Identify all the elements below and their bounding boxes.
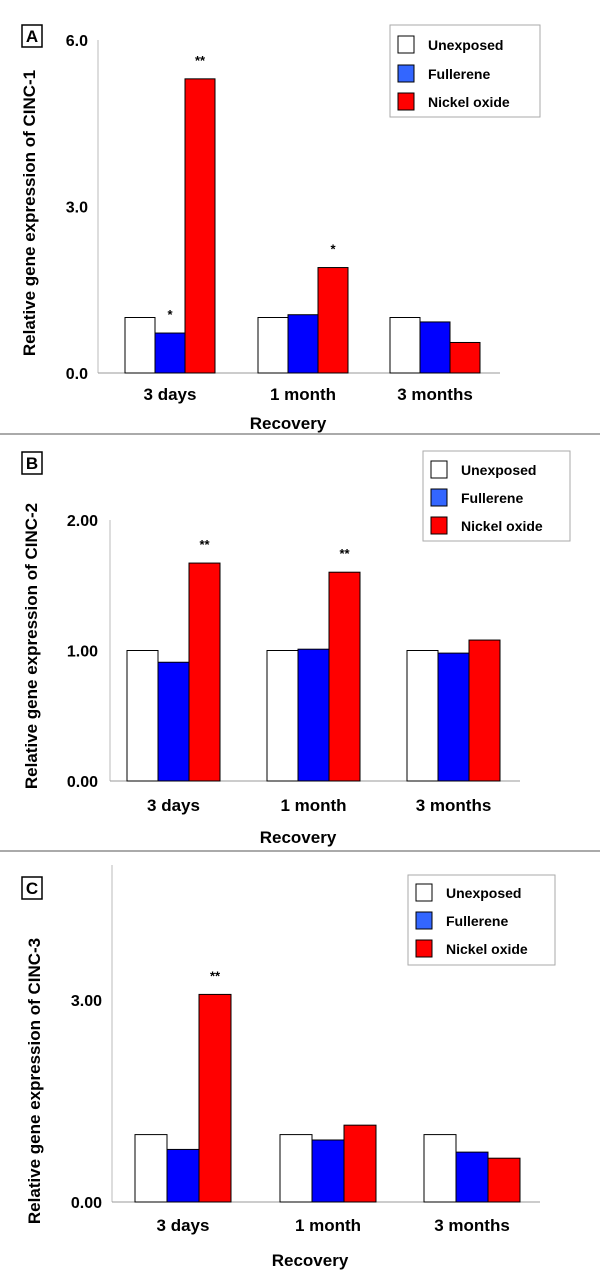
panel-c-significance-mark: ** bbox=[210, 968, 221, 983]
panel-a-bar-unexposed bbox=[257, 317, 289, 374]
panel-b-ytick-label: 2.00 bbox=[67, 513, 98, 530]
panel-c-label: C bbox=[26, 879, 38, 898]
panel-a-category-label: 3 days bbox=[144, 385, 197, 404]
panel-a-bar-nickel-oxide bbox=[449, 341, 481, 374]
panel-c-nickel-oxide-legend-label: Nickel oxide bbox=[446, 941, 528, 957]
panel-b-category-label: 1 month bbox=[280, 796, 346, 815]
panel-b-fullerene-legend-label: Fullerene bbox=[461, 490, 523, 506]
panel-a-bar-unexposed bbox=[389, 317, 421, 374]
panel-a-legend-box bbox=[389, 24, 541, 118]
panel-b-bar-nickel-oxide bbox=[328, 571, 361, 782]
panel-a-significance-mark: ** bbox=[195, 53, 206, 68]
panel-a-label-box bbox=[21, 24, 43, 48]
panel-b-ytick-label: 1.00 bbox=[67, 644, 98, 661]
panel-a-bar-unexposed bbox=[124, 317, 156, 374]
panel-a-significance-mark: * bbox=[330, 242, 336, 257]
panel-a-fullerene-legend-swatch bbox=[397, 64, 415, 83]
panel-b-nickel-oxide-legend-label: Nickel oxide bbox=[461, 518, 543, 534]
panel-a-label: A bbox=[26, 27, 38, 46]
panel-c-label-box bbox=[21, 876, 43, 900]
panel-c-bar-nickel-oxide bbox=[487, 1157, 521, 1203]
panel-b-ytick-label: 0.00 bbox=[67, 774, 98, 791]
panel-c-unexposed-legend-swatch bbox=[415, 883, 433, 902]
panel-a-category-label: 3 months bbox=[397, 385, 473, 404]
panel-b-bar-nickel-oxide bbox=[468, 639, 501, 782]
panel-b-label: B bbox=[26, 454, 38, 473]
panel-c-bar-nickel-oxide bbox=[198, 993, 232, 1203]
panel-a-unexposed-legend-swatch bbox=[397, 35, 415, 54]
panel-b-category-label: 3 days bbox=[147, 796, 200, 815]
panel-b-x-label: Recovery bbox=[260, 828, 337, 847]
panel-c-bar-unexposed bbox=[134, 1134, 168, 1203]
panel-c-nickel-oxide-legend-swatch bbox=[415, 939, 433, 958]
panel-b-significance-mark: ** bbox=[339, 546, 350, 561]
panel-c-x-label: Recovery bbox=[272, 1251, 349, 1270]
panel-b-bar-unexposed bbox=[406, 650, 439, 782]
panel-c-unexposed-legend-label: Unexposed bbox=[446, 885, 521, 901]
panel-c-bar-nickel-oxide bbox=[343, 1124, 377, 1203]
panel-a-bar-fullerene bbox=[154, 332, 186, 374]
panel-a-significance-mark: * bbox=[167, 307, 173, 322]
panel-c-category-label: 1 month bbox=[295, 1216, 361, 1235]
panel-b-significance-mark: ** bbox=[199, 537, 210, 552]
panel-c-category-label: 3 months bbox=[434, 1216, 510, 1235]
panel-b-fullerene-legend-swatch bbox=[430, 488, 448, 507]
panel-b-bar-unexposed bbox=[126, 650, 159, 782]
panel-b-bar-fullerene bbox=[157, 661, 190, 782]
panel-b-nickel-oxide-legend-swatch bbox=[430, 516, 448, 535]
panel-a-ytick-label: 0.0 bbox=[66, 366, 88, 383]
panel-b-bar-fullerene bbox=[437, 652, 470, 782]
panel-c-bar-fullerene bbox=[455, 1151, 489, 1203]
panel-c-ytick-label: 0.00 bbox=[71, 1195, 102, 1212]
panel-b-category-label: 3 months bbox=[416, 796, 492, 815]
panel-a-bar-nickel-oxide bbox=[184, 78, 216, 374]
panel-b-unexposed-legend-label: Unexposed bbox=[461, 462, 536, 478]
panel-c-bar-unexposed bbox=[279, 1134, 313, 1203]
panel-a-unexposed-legend-label: Unexposed bbox=[428, 37, 503, 53]
panel-a-nickel-oxide-legend-swatch bbox=[397, 92, 415, 111]
panel-a-fullerene-legend-label: Fullerene bbox=[428, 66, 490, 82]
panel-c-y-label: Relative gene expression of CINC-3 bbox=[25, 938, 44, 1224]
panel-a-ytick-label: 6.0 bbox=[66, 33, 88, 50]
panel-c-bar-fullerene bbox=[311, 1139, 345, 1203]
panel-b-bar-unexposed bbox=[266, 650, 299, 782]
panel-a-bar-fullerene bbox=[287, 314, 319, 374]
panel-b-unexposed-legend-swatch bbox=[430, 460, 448, 479]
panel-c-fullerene-legend-swatch bbox=[415, 911, 433, 930]
panel-b-label-box bbox=[21, 451, 43, 475]
panel-a-y-label: Relative gene expression of CINC-1 bbox=[20, 70, 39, 356]
panel-a-ytick-label: 3.0 bbox=[66, 200, 88, 217]
panel-c-category-label: 3 days bbox=[157, 1216, 210, 1235]
panel-b-bar-fullerene bbox=[297, 648, 330, 782]
panel-b-bar-nickel-oxide bbox=[188, 562, 221, 782]
panel-b-y-label: Relative gene expression of CINC-2 bbox=[22, 503, 41, 789]
panel-a-nickel-oxide-legend-label: Nickel oxide bbox=[428, 94, 510, 110]
panel-a-bar-fullerene bbox=[419, 321, 451, 374]
panel-c-fullerene-legend-label: Fullerene bbox=[446, 913, 508, 929]
panel-c-bar-unexposed bbox=[423, 1134, 457, 1203]
panel-a-x-label: Recovery bbox=[250, 414, 327, 433]
panel-c-bar-fullerene bbox=[166, 1148, 200, 1203]
panel-a-category-label: 1 month bbox=[270, 385, 336, 404]
panel-c-ytick-label: 3.00 bbox=[71, 993, 102, 1010]
panel-a-bar-nickel-oxide bbox=[317, 267, 349, 374]
